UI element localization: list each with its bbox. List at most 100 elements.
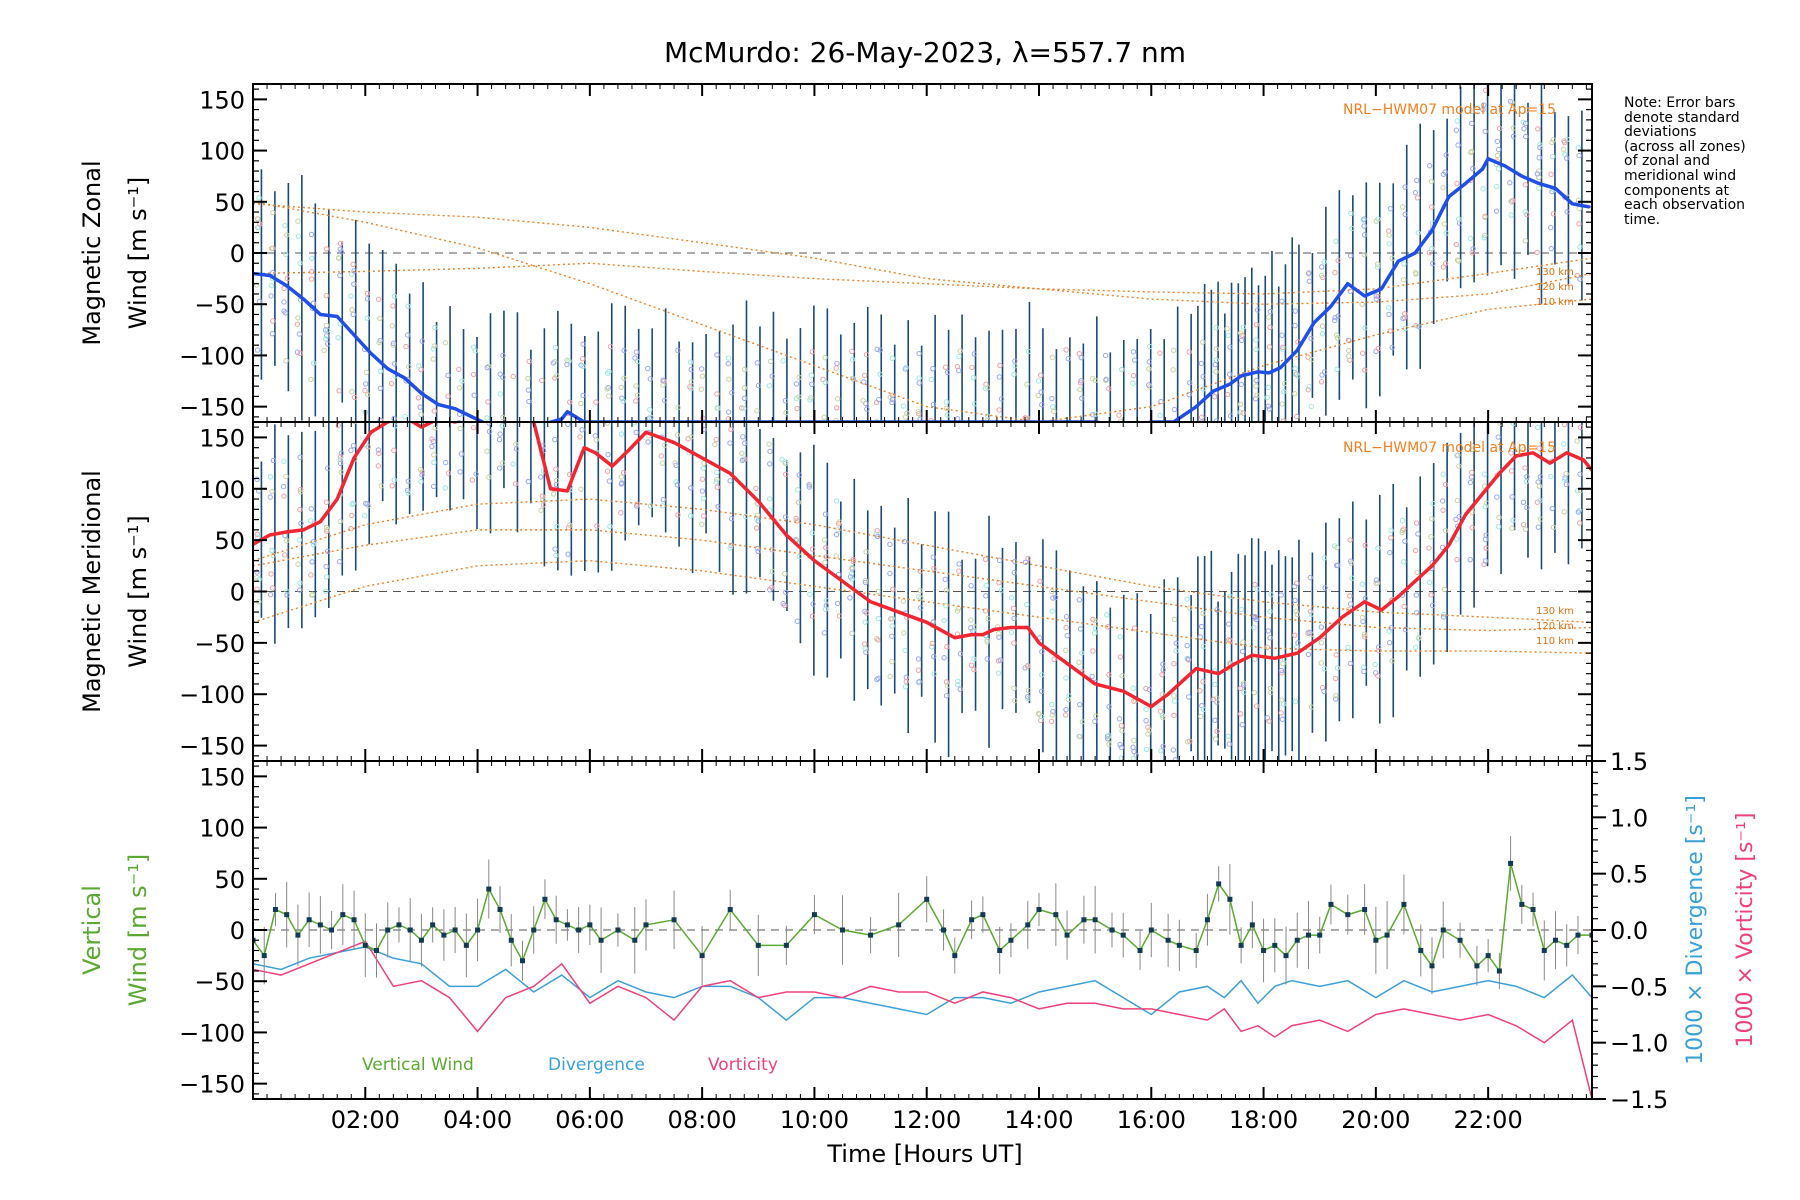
zone-sample bbox=[1237, 409, 1243, 416]
zone-sample bbox=[526, 398, 532, 405]
zone-sample bbox=[699, 476, 706, 482]
zone-sample bbox=[1106, 671, 1112, 678]
zone-sample bbox=[1362, 325, 1368, 331]
zone-sample bbox=[1455, 258, 1462, 264]
zone-sample bbox=[806, 484, 813, 490]
zone-sample bbox=[554, 524, 560, 530]
zone-sample bbox=[1535, 168, 1542, 174]
zone-sample bbox=[835, 521, 842, 527]
zone-sample bbox=[1508, 212, 1514, 218]
zonal-wind-point bbox=[1413, 251, 1417, 255]
zone-sample bbox=[1373, 580, 1379, 586]
zone-sample bbox=[985, 384, 991, 391]
zone-sample bbox=[1535, 524, 1542, 530]
altitude-label: 110 km bbox=[1536, 297, 1574, 308]
zonal-panel: NRL−HWM07 model at Ap=15 130 km 120 km 110 … bbox=[253, 84, 1592, 422]
zone-sample bbox=[1361, 223, 1367, 229]
zone-sample bbox=[971, 401, 978, 407]
zone-sample bbox=[1093, 713, 1099, 719]
zone-sample bbox=[550, 491, 557, 497]
zone-sample bbox=[294, 321, 301, 327]
zone-sample bbox=[1321, 369, 1328, 375]
zone-sample bbox=[1335, 257, 1341, 264]
zone-sample bbox=[1443, 230, 1449, 236]
zone-sample bbox=[849, 375, 856, 382]
zone-sample bbox=[267, 494, 273, 500]
zone-sample bbox=[282, 251, 289, 257]
zone-sample bbox=[916, 375, 922, 381]
zone-sample bbox=[1106, 385, 1112, 392]
vertical-wind-point bbox=[452, 927, 458, 933]
zone-sample bbox=[823, 597, 830, 604]
vertical-wind-point bbox=[980, 912, 986, 918]
zone-sample bbox=[284, 537, 290, 544]
zone-sample bbox=[944, 644, 950, 650]
zone-sample bbox=[430, 346, 437, 352]
zone-sample bbox=[1439, 544, 1446, 551]
vertical-wind-point bbox=[615, 927, 621, 933]
meridional-wind-point bbox=[1121, 689, 1125, 693]
y-tick-label: 150 bbox=[199, 763, 245, 791]
vertical-wind-point bbox=[1328, 901, 1334, 907]
zone-sample bbox=[1103, 376, 1109, 383]
zone-sample bbox=[351, 281, 357, 287]
meridional-wind-point bbox=[1065, 661, 1069, 665]
zone-sample bbox=[1375, 644, 1382, 650]
zone-sample bbox=[1117, 742, 1123, 748]
zone-sample bbox=[1577, 471, 1583, 477]
vertical-wind-point bbox=[351, 917, 357, 923]
zone-sample bbox=[1278, 710, 1284, 716]
zone-sample bbox=[284, 588, 290, 595]
zone-sample bbox=[473, 471, 479, 477]
zone-sample bbox=[618, 431, 625, 437]
zone-sample bbox=[889, 658, 895, 665]
zone-sample bbox=[675, 404, 681, 411]
zonal-wind-point bbox=[436, 403, 440, 407]
zone-sample bbox=[1522, 238, 1529, 244]
meridional-wind-point bbox=[672, 441, 676, 445]
vertical-wind-point bbox=[1025, 922, 1031, 928]
zone-sample bbox=[1453, 127, 1460, 133]
zone-sample bbox=[796, 472, 803, 478]
zone-sample bbox=[338, 469, 344, 475]
zone-sample bbox=[419, 472, 425, 478]
zone-sample bbox=[808, 372, 815, 378]
zone-sample bbox=[431, 459, 437, 466]
zone-sample bbox=[1239, 722, 1246, 728]
divergence-axis-label: 1000 × Divergence [s⁻¹] bbox=[1683, 795, 1708, 1065]
zone-sample bbox=[982, 608, 989, 614]
zone-sample bbox=[1482, 503, 1489, 510]
zone-sample bbox=[1294, 611, 1301, 618]
zone-sample bbox=[1225, 391, 1231, 398]
zone-sample bbox=[727, 440, 733, 446]
zone-sample bbox=[1197, 634, 1203, 640]
zone-sample bbox=[1199, 419, 1205, 422]
zone-sample bbox=[283, 473, 289, 480]
zone-sample bbox=[321, 347, 327, 354]
zone-sample bbox=[470, 371, 477, 378]
zone-sample bbox=[1332, 314, 1338, 321]
zone-sample bbox=[349, 512, 355, 519]
vertical-wind-point bbox=[441, 932, 447, 938]
zone-sample bbox=[1253, 346, 1259, 353]
zone-sample bbox=[391, 477, 397, 483]
zone-sample bbox=[1010, 605, 1017, 612]
zone-sample bbox=[296, 537, 302, 543]
zone-sample bbox=[633, 429, 639, 436]
zone-sample bbox=[1482, 232, 1488, 239]
zone-sample bbox=[1318, 272, 1325, 279]
vertical-wind-point bbox=[699, 953, 705, 959]
x-tick-label: 08:00 bbox=[668, 1106, 737, 1134]
meridional-wind-point bbox=[1413, 579, 1417, 583]
zone-sample bbox=[662, 442, 668, 448]
zone-sample bbox=[618, 481, 625, 487]
zone-sample bbox=[1048, 718, 1055, 725]
meridional-plot-area bbox=[253, 422, 1592, 761]
zone-sample bbox=[1495, 166, 1502, 172]
zone-sample bbox=[325, 341, 331, 347]
zone-sample bbox=[889, 396, 896, 403]
vertical-wind-point bbox=[362, 942, 368, 948]
zone-sample bbox=[1428, 534, 1434, 540]
zone-sample bbox=[348, 293, 354, 299]
zone-sample bbox=[1292, 322, 1298, 329]
